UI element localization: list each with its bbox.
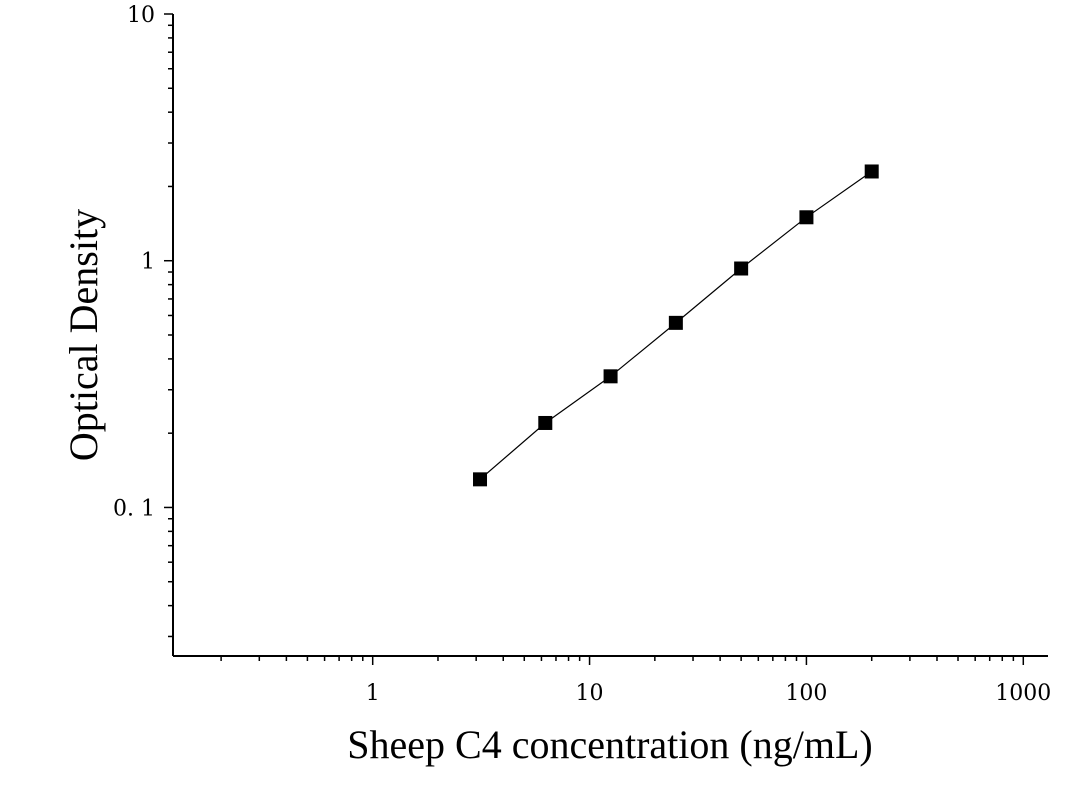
x-tick-label: 100 [785, 681, 827, 706]
ticks [164, 13, 1025, 665]
x-tick-label: 1000 [995, 681, 1051, 706]
x-axis-title: Sheep C4 concentration (ng/mL) [347, 722, 872, 767]
x-tick-label: 10 [576, 681, 604, 706]
y-axis-title: Optical Density [61, 209, 106, 461]
data-point [799, 210, 814, 225]
axes [172, 14, 1048, 657]
y-tick-label: 10 [127, 3, 155, 28]
y-tick-label: 0. 1 [113, 496, 155, 521]
data-point [668, 315, 683, 330]
data-point [734, 261, 749, 276]
tick-labels: 1 10 100 1000 0. 1 1 10 [113, 3, 1051, 706]
data-points [473, 164, 879, 487]
x-tick-label: 1 [366, 681, 380, 706]
data-point [538, 415, 553, 430]
data-point [473, 472, 488, 487]
y-tick-label: 1 [141, 250, 155, 275]
data-point [603, 369, 618, 384]
data-point [864, 164, 879, 179]
